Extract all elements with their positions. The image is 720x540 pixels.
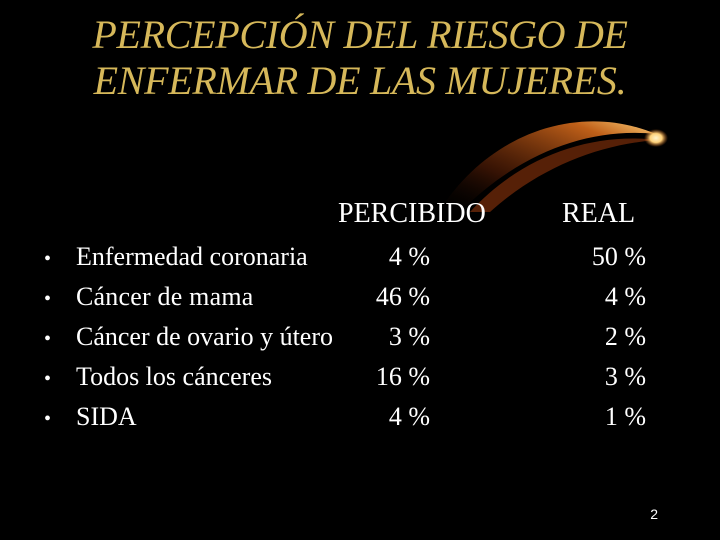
bullet: •: [44, 408, 52, 430]
perceived-value: 3 %: [388, 322, 430, 351]
risk-label: Todos los cánceres: [76, 362, 273, 391]
perceived-value: 4 %: [388, 242, 430, 271]
perceived-value: 4 %: [388, 402, 430, 431]
real-value: 2 %: [604, 322, 646, 351]
comet-head: [644, 129, 668, 147]
risk-label: SIDA: [76, 402, 137, 431]
real-value: 3 %: [604, 362, 646, 391]
bullet: •: [44, 248, 52, 270]
bullet: •: [44, 368, 52, 390]
comet-decoration: [440, 121, 668, 212]
comet-streak: [470, 138, 658, 212]
list-item: • SIDA 4 % 1 %: [0, 402, 720, 442]
bullet: •: [44, 288, 52, 310]
real-value: 1 %: [604, 402, 646, 431]
list-item: • Todos los cánceres 16 % 3 %: [0, 362, 720, 402]
list-item: • Cáncer de mama 46 % 4 %: [0, 282, 720, 322]
slide-title-line-1: PERCEPCIÓN DEL RIESGO DE: [92, 12, 628, 57]
comet-tail: [440, 121, 656, 212]
risk-label: Enfermedad coronaria: [76, 242, 308, 271]
list-item: • Cáncer de ovario y útero 3 % 2 %: [0, 322, 720, 362]
slide-title-line-2: ENFERMAR DE LAS MUJERES.: [93, 58, 627, 103]
page-number: 2: [650, 506, 658, 522]
risk-label: Cáncer de mama: [76, 282, 254, 311]
perceived-value: 46 %: [375, 282, 430, 311]
risk-label: Cáncer de ovario y útero: [76, 322, 334, 351]
bullet: •: [44, 328, 52, 350]
column-header-real: REAL: [562, 198, 636, 229]
column-header-percibido: PERCIBIDO: [338, 198, 486, 229]
list-item: • Enfermedad coronaria 4 % 50 %: [0, 242, 720, 282]
real-value: 4 %: [604, 282, 646, 311]
slide-title: PERCEPCIÓN DEL RIESGO DE ENFERMAR DE LAS…: [0, 12, 720, 104]
real-value: 50 %: [591, 242, 646, 271]
perceived-value: 16 %: [375, 362, 430, 391]
